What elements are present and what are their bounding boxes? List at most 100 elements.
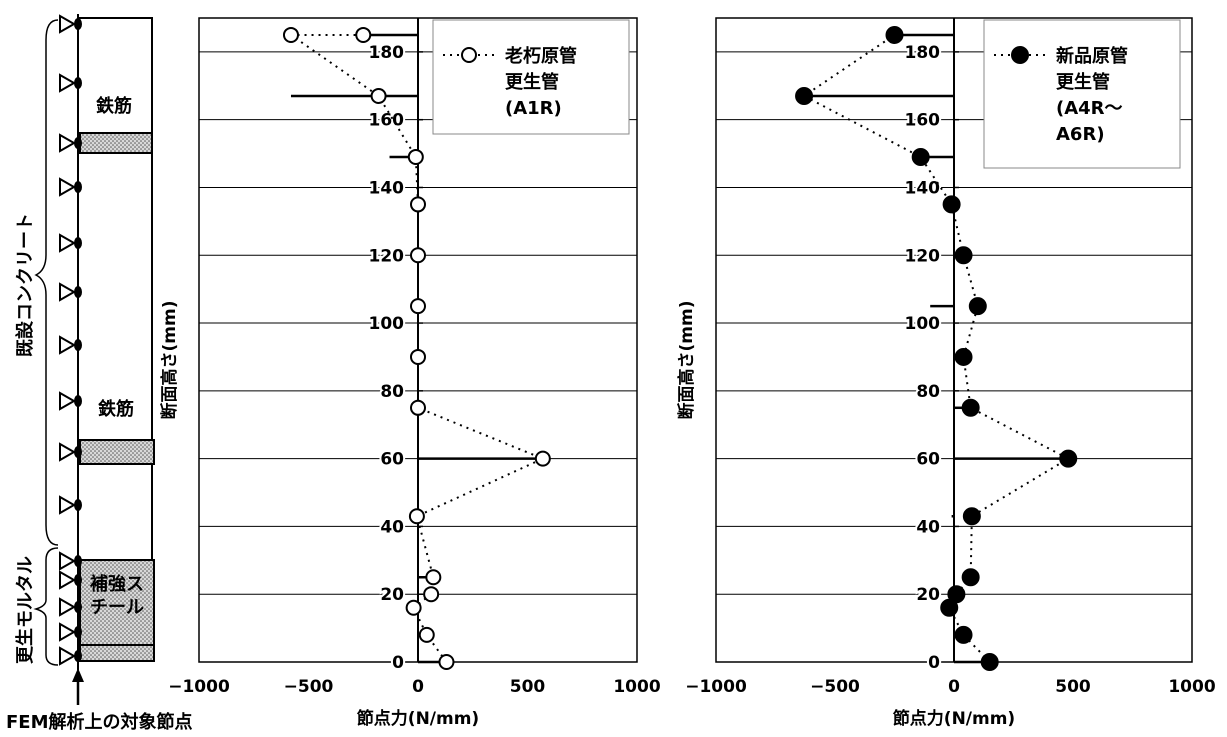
data-point — [534, 450, 551, 467]
legend-box — [432, 19, 630, 135]
data-point — [968, 297, 987, 316]
node-marker — [74, 555, 82, 567]
node-marker — [74, 626, 82, 638]
support-triangle-icon — [59, 14, 77, 34]
concrete-body — [77, 17, 153, 662]
data-point — [410, 298, 426, 315]
cross-section-diagram: 鉄筋 鉄筋 補強ス チール 既設コンクリート 更生モルタル FEM解析上の対象節… — [6, 14, 193, 733]
support-triangle-icon — [59, 570, 77, 590]
node-marker — [74, 395, 82, 407]
y-tick-label: 120 — [905, 246, 941, 266]
data-point — [370, 87, 387, 104]
data-point — [410, 196, 426, 213]
y-tick-label: 60 — [916, 450, 940, 470]
data-point — [940, 598, 959, 617]
legend-text: A6R) — [1056, 124, 1105, 145]
x-axis-label: 節点力(N/mm) — [892, 708, 1015, 729]
node-marker — [74, 339, 82, 351]
x-tick-label: −500 — [810, 677, 860, 697]
side-label-mortar: 更生モルタル — [14, 556, 36, 664]
rebar-band-lower — [79, 439, 155, 465]
x-tick-label: −1000 — [685, 677, 747, 697]
y-tick-label: 60 — [380, 450, 404, 470]
rebar-band-upper — [79, 132, 153, 154]
data-point — [795, 86, 814, 105]
x-tick-label: 1000 — [1168, 677, 1215, 697]
node-marker — [74, 446, 82, 458]
data-point — [410, 348, 426, 365]
y-tick-label: 0 — [928, 653, 940, 673]
support-triangle-icon — [59, 597, 77, 617]
bottom-caption: FEM解析上の対象節点 — [6, 711, 193, 733]
legend-marker — [1011, 46, 1029, 64]
node-marker — [74, 137, 82, 149]
chart-right: 0 20 40 60 80 100 120 140 160 180 −1000 −500 0 500 100… — [676, 17, 1216, 729]
node-marker — [74, 237, 82, 249]
data-point — [425, 569, 442, 586]
legend-text: (A1R) — [505, 98, 562, 119]
support-triangle-icon — [59, 442, 77, 462]
support-triangle-icon — [59, 495, 77, 515]
data-point — [418, 626, 435, 643]
node-marker — [74, 499, 82, 511]
legend-box — [983, 19, 1181, 169]
side-label-concrete: 既設コンクリート — [14, 213, 36, 357]
x-tick-label: 500 — [1055, 677, 1091, 697]
data-point — [942, 195, 961, 214]
y-tick-label: 120 — [369, 246, 405, 266]
legend-text: (A4R～ — [1056, 98, 1123, 119]
x-axis-label: 節点力(N/mm) — [356, 708, 479, 729]
y-tick-label: 80 — [916, 382, 940, 402]
reinforce-label-1: 補強ス — [89, 573, 144, 595]
data-point — [282, 26, 299, 43]
data-point — [355, 26, 372, 43]
reinforce-label-2: チール — [90, 597, 144, 618]
y-tick-label: 180 — [905, 43, 941, 63]
y-tick-label: 40 — [916, 517, 940, 537]
data-point — [962, 507, 981, 526]
x-tick-label: 1000 — [613, 677, 660, 697]
data-point — [410, 247, 426, 264]
data-point — [438, 654, 455, 670]
legend-marker — [461, 47, 477, 63]
node-marker — [74, 574, 82, 586]
data-point — [405, 599, 422, 616]
support-triangle-icon — [59, 133, 77, 153]
node-marker — [74, 286, 82, 298]
legend-text: 更生管 — [1056, 71, 1110, 93]
y-tick-label: 80 — [380, 382, 404, 402]
legend-text: 新品原管 — [1056, 45, 1128, 67]
support-triangle-icon — [59, 622, 77, 642]
x-tick-label: −1000 — [168, 677, 230, 697]
data-point — [410, 399, 426, 416]
data-point — [980, 653, 999, 671]
node-marker — [74, 18, 82, 30]
data-point — [954, 347, 973, 366]
node-marker — [74, 181, 82, 193]
legend-text: 更生管 — [505, 71, 559, 93]
y-tick-label: 180 — [369, 43, 405, 63]
support-triangle-icon — [59, 391, 77, 411]
y-tick-label: 100 — [369, 314, 405, 334]
y-tick-label: 160 — [905, 111, 941, 131]
legend-text: 老朽原管 — [505, 45, 577, 67]
x-tick-label: 500 — [510, 677, 546, 697]
y-tick-label: 160 — [369, 111, 405, 131]
concrete-brace — [34, 19, 59, 546]
data-point — [954, 625, 973, 644]
data-point — [423, 586, 440, 603]
node-marker — [74, 650, 82, 662]
y-tick-label: 100 — [905, 314, 941, 334]
y-tick-label: 140 — [369, 178, 405, 198]
data-point — [408, 508, 425, 525]
x-tick-label: −500 — [284, 677, 334, 697]
support-triangle-icon — [59, 233, 77, 253]
data-point — [954, 246, 973, 265]
y-axis-label: 断面高さ(mm) — [159, 301, 180, 420]
y-tick-label: 20 — [916, 585, 940, 605]
support-triangle-icon — [59, 646, 77, 666]
node-markers — [59, 14, 82, 666]
support-triangle-icon — [59, 335, 77, 355]
